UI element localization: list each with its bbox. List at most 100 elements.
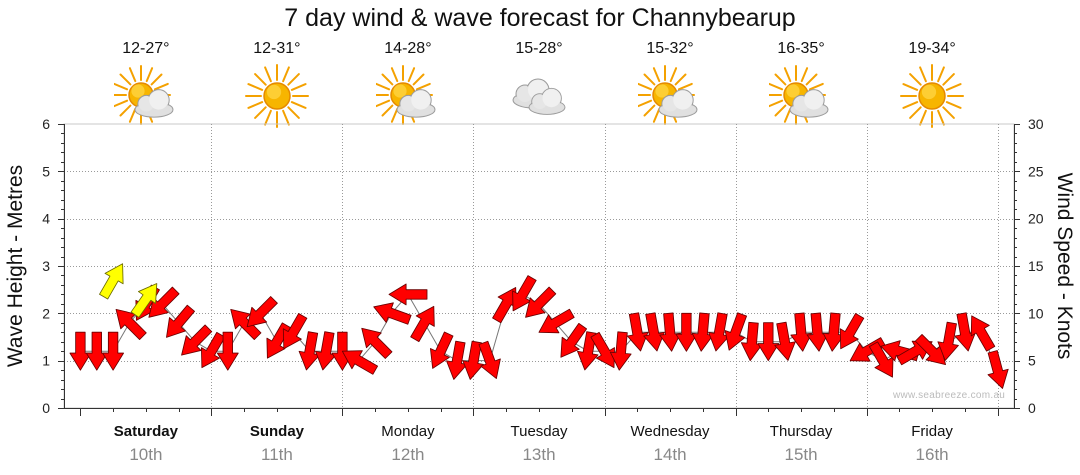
credit-watermark: www.seabreeze.com.au (893, 390, 1006, 401)
day-name-label: Friday (911, 423, 953, 440)
wind-arrow (590, 331, 615, 369)
left-axis-tick-label: 5 (42, 163, 50, 179)
wind-arrow (659, 312, 682, 352)
right-axis-tick-label: 15 (1028, 258, 1044, 274)
day-name-label: Thursday (770, 423, 833, 440)
day-forecast-tuesday: 15-28° (489, 40, 589, 133)
wind-arrow (987, 350, 1009, 389)
day-name-label: Saturday (114, 423, 179, 440)
temperature-range: 15-32° (646, 40, 694, 57)
cloud-icon (489, 62, 589, 133)
right-axis-tick-label: 25 (1028, 163, 1044, 179)
day-date-label: 16th (916, 445, 949, 464)
right-axis-tick-label: 5 (1028, 353, 1036, 369)
wind-arrow (315, 331, 337, 371)
sun-cloud-icon (96, 62, 196, 133)
temperature-range: 12-31° (253, 40, 301, 57)
left-axis-tick-label: 1 (42, 353, 50, 369)
wind-arrow (774, 321, 796, 361)
left-axis-tick-label: 2 (42, 305, 50, 321)
wind-arrow (361, 327, 393, 359)
day-name-label: Monday (381, 423, 435, 440)
left-axis-tick-label: 4 (42, 211, 50, 227)
wind-arrow (246, 296, 278, 328)
wind-arrow (282, 313, 308, 350)
left-axis-tick-label: 3 (42, 258, 50, 274)
day-forecast-monday: 14-28° (358, 40, 458, 133)
left-axis-tick-label: 0 (42, 400, 50, 416)
left-axis-title: Wave Height - Metres (4, 165, 27, 367)
day-forecast-saturday: 12-27° (96, 40, 196, 133)
wind-arrow (691, 312, 714, 352)
right-axis-tick-label: 0 (1028, 400, 1036, 416)
day-date-label: 15th (785, 445, 818, 464)
chart-axes: 0 1 2 3 4 5 6 0 5 10 15 20 25 30 Wave Height - Metres W… (4, 116, 1076, 416)
sun-icon (882, 62, 982, 133)
day-date-label: 10th (129, 445, 162, 464)
wind-arrow (298, 331, 321, 371)
day-date-label: 14th (653, 445, 686, 464)
wind-arrow (757, 322, 780, 362)
sun-cloud-icon (358, 62, 458, 133)
wind-arrow (675, 312, 698, 352)
wind-arrow (822, 312, 845, 352)
wind-arrow (643, 312, 665, 352)
daily-forecast-row: 12-27° 12-31° 14-28° 15-28° (0, 40, 1080, 128)
wind-arrow (626, 312, 649, 352)
wind-arrow (216, 331, 239, 371)
day-name-label: Wednesday (631, 423, 710, 440)
wind-arrow (429, 331, 454, 369)
day-labels: Saturday 10th Sunday 11th Monday 12th Tuesday 1… (114, 423, 954, 464)
temperature-range: 16-35° (777, 40, 825, 57)
wind-arrow (839, 313, 865, 350)
wind-arrow (560, 322, 588, 358)
wind-arrow (462, 340, 484, 380)
wave-arrow-series (99, 263, 158, 318)
left-axis-tick-label: 6 (42, 116, 50, 132)
wind-arrow (373, 302, 412, 325)
wind-arrow (708, 312, 730, 352)
wind-arrow (790, 312, 813, 352)
wind-arrow (388, 283, 428, 306)
right-axis-tick-label: 30 (1028, 116, 1044, 132)
wind-arrow (115, 308, 147, 341)
day-name-label: Sunday (250, 423, 305, 440)
day-date-label: 11th (261, 445, 293, 464)
temperature-range: 15-28° (515, 40, 563, 57)
day-date-label: 12th (391, 445, 424, 464)
wind-arrow (914, 333, 946, 366)
day-name-label: Tuesday (511, 423, 568, 440)
day-forecast-sunday: 12-31° (227, 40, 327, 133)
sun-cloud-icon (751, 62, 851, 133)
wind-arrow (200, 331, 226, 369)
sun-icon (227, 62, 327, 133)
chart-title: 7 day wind & wave forecast for Channybea… (284, 4, 796, 32)
day-forecast-wednesday: 15-32° (620, 40, 720, 133)
wind-arrow (341, 350, 379, 375)
day-date-label: 13th (522, 445, 555, 464)
day-forecast-friday: 19-34° (882, 40, 982, 133)
wind-arrow (446, 340, 468, 380)
temperature-range: 14-28° (384, 40, 432, 57)
wind-arrow (937, 321, 959, 361)
wind-arrow (181, 324, 213, 356)
wind-arrow (148, 286, 180, 318)
temperature-range: 12-27° (122, 40, 170, 57)
wind-arrow (525, 286, 557, 318)
day-forecast-thursday: 16-35° (751, 40, 851, 133)
wind-arrow (970, 315, 996, 352)
wind-arrow (512, 275, 537, 312)
wind-arrow (102, 331, 124, 371)
right-axis-tick-label: 20 (1028, 211, 1044, 227)
wind-arrow (410, 305, 435, 343)
wind-arrow (478, 340, 501, 379)
wind-arrow (609, 331, 632, 371)
wave-arrow (99, 263, 124, 300)
wind-arrow (538, 308, 575, 334)
wind-arrow (166, 304, 195, 338)
wind-arrow (724, 312, 747, 351)
right-axis-tick-label: 10 (1028, 305, 1044, 321)
temperature-range: 19-34° (908, 40, 956, 57)
sun-cloud-icon (620, 62, 720, 133)
